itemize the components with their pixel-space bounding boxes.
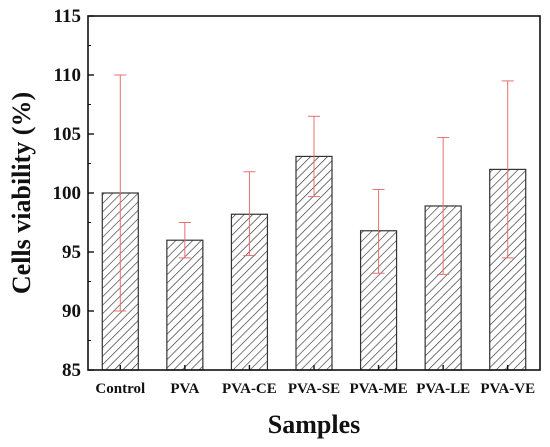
y-tick-label: 95 xyxy=(62,242,81,263)
y-tick-label: 85 xyxy=(62,360,81,381)
x-tick-label: PVA-ME xyxy=(350,381,408,397)
x-tick-label: PVA-VE xyxy=(480,381,535,397)
x-tick-label: Control xyxy=(95,381,145,397)
y-axis-ticks: 85 90 95 100 105 110 115 xyxy=(53,6,94,381)
x-axis-title: Samples xyxy=(268,410,360,439)
y-tick-label: 110 xyxy=(54,65,81,86)
y-tick-label: 115 xyxy=(54,6,81,27)
bar-pva xyxy=(166,239,204,371)
y-tick-label: 105 xyxy=(53,124,82,145)
error-bars-layer xyxy=(114,74,514,312)
y-tick-label: 100 xyxy=(53,183,82,204)
y-tick-label: 90 xyxy=(62,301,81,322)
x-tick-label: PVA-SE xyxy=(288,381,340,397)
bar-pva-se xyxy=(295,155,333,371)
x-tick-label: PVA xyxy=(170,381,199,397)
y-axis-title: Cells viability (%) xyxy=(7,92,36,294)
x-tick-label: PVA-CE xyxy=(222,381,277,397)
x-axis-ticks: Control PVA PVA-CE PVA-SE PVA-ME PVA-LE PVA-VE xyxy=(95,365,535,397)
x-tick-label: PVA-LE xyxy=(416,381,470,397)
